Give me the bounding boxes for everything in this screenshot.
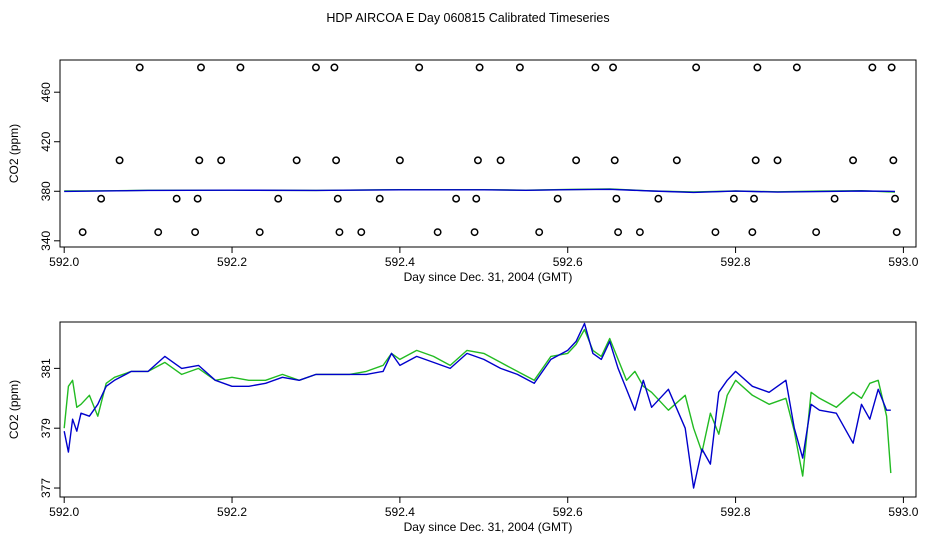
x-tick-label: 592.4 <box>385 255 415 269</box>
x-axis-label: Day since Dec. 31, 2004 (GMT) <box>404 520 573 534</box>
data-point <box>433 228 442 237</box>
series-line-1 <box>64 188 896 194</box>
plot-frame <box>59 321 917 498</box>
data-point <box>868 63 877 72</box>
x-tick-label: 593.0 <box>888 505 918 519</box>
data-point <box>375 194 384 203</box>
data-point <box>475 63 484 72</box>
data-point <box>889 156 898 165</box>
series-line-1 <box>63 322 891 489</box>
data-point <box>773 156 782 165</box>
data-point <box>792 63 801 72</box>
data-point <box>312 63 320 72</box>
x-tick-label: 593.0 <box>888 255 918 269</box>
data-point <box>614 228 623 237</box>
x-tick-label: 592.8 <box>721 255 751 269</box>
data-point <box>115 156 124 165</box>
x-tick-label: 592.2 <box>217 505 247 519</box>
data-point <box>335 228 344 237</box>
data-point <box>892 228 901 237</box>
data-point <box>330 63 339 72</box>
data-point <box>357 228 366 237</box>
data-point <box>78 228 87 237</box>
data-point <box>887 63 896 72</box>
x-tick-label: 592.0 <box>49 505 79 519</box>
data-point <box>609 63 617 72</box>
data-point <box>553 194 562 203</box>
y-tick-label: 460 <box>39 82 53 102</box>
y-tick-label: 380 <box>39 181 53 201</box>
data-point <box>753 63 762 72</box>
data-point <box>195 156 204 165</box>
x-tick-label: 592.8 <box>721 505 751 519</box>
y-tick-label: 420 <box>39 131 53 151</box>
data-point <box>452 194 461 203</box>
data-point <box>751 156 760 165</box>
data-point <box>395 156 404 165</box>
data-point <box>812 228 821 237</box>
data-point <box>729 194 738 203</box>
data-point <box>535 228 544 237</box>
data-point <box>292 156 301 165</box>
data-point <box>849 156 858 165</box>
data-point <box>193 194 202 203</box>
y-tick-label: 381 <box>39 358 53 378</box>
data-point <box>472 194 481 203</box>
data-point <box>135 63 144 72</box>
x-tick-label: 592.6 <box>553 505 583 519</box>
data-point <box>191 228 200 237</box>
data-point <box>473 156 482 165</box>
data-point <box>154 228 163 237</box>
data-point <box>332 156 341 165</box>
y-tick-label: 377 <box>39 478 53 498</box>
x-axis-label: Day since Dec. 31, 2004 (GMT) <box>404 270 573 284</box>
data-point <box>470 228 479 237</box>
data-point <box>172 194 181 203</box>
data-point <box>830 194 839 203</box>
data-point <box>654 194 663 203</box>
bottom-panel: 592.0 592.2 592.4 592.6 592.8 593.0 377 379 381 D… <box>7 321 919 534</box>
x-tick-label: 592.2 <box>217 255 247 269</box>
data-point <box>692 63 701 72</box>
data-point <box>635 228 644 237</box>
x-tick-label: 592.4 <box>385 505 415 519</box>
data-point <box>236 63 245 72</box>
data-point <box>197 63 205 72</box>
top-panel: 592.0 592.2 592.4 592.6 592.8 593.0 340 380 420 4… <box>7 59 919 284</box>
data-point <box>274 194 283 203</box>
x-tick-label: 592.6 <box>553 255 583 269</box>
data-point <box>255 228 264 237</box>
chart-title: HDP AIRCOA E Day 060815 Calibrated Times… <box>326 11 609 25</box>
data-point <box>333 194 342 203</box>
data-point <box>217 156 226 165</box>
data-point <box>591 63 600 72</box>
series-line-0 <box>63 328 892 477</box>
y-axis-label: CO2 (ppm) <box>7 380 21 439</box>
y-tick-label: 340 <box>39 230 53 250</box>
data-point <box>748 228 757 237</box>
data-point <box>572 156 581 165</box>
y-axis-label: CO2 (ppm) <box>7 124 21 183</box>
data-point <box>496 156 505 165</box>
plot-frame <box>59 59 917 248</box>
data-point <box>415 63 424 72</box>
data-point <box>891 194 899 203</box>
data-point <box>711 228 720 237</box>
data-point <box>97 194 106 203</box>
data-point <box>750 194 758 203</box>
data-point <box>612 194 621 203</box>
data-point <box>515 63 524 72</box>
data-point <box>672 156 681 165</box>
data-point <box>610 156 619 165</box>
x-tick-label: 592.0 <box>49 255 79 269</box>
y-tick-label: 379 <box>39 418 53 438</box>
